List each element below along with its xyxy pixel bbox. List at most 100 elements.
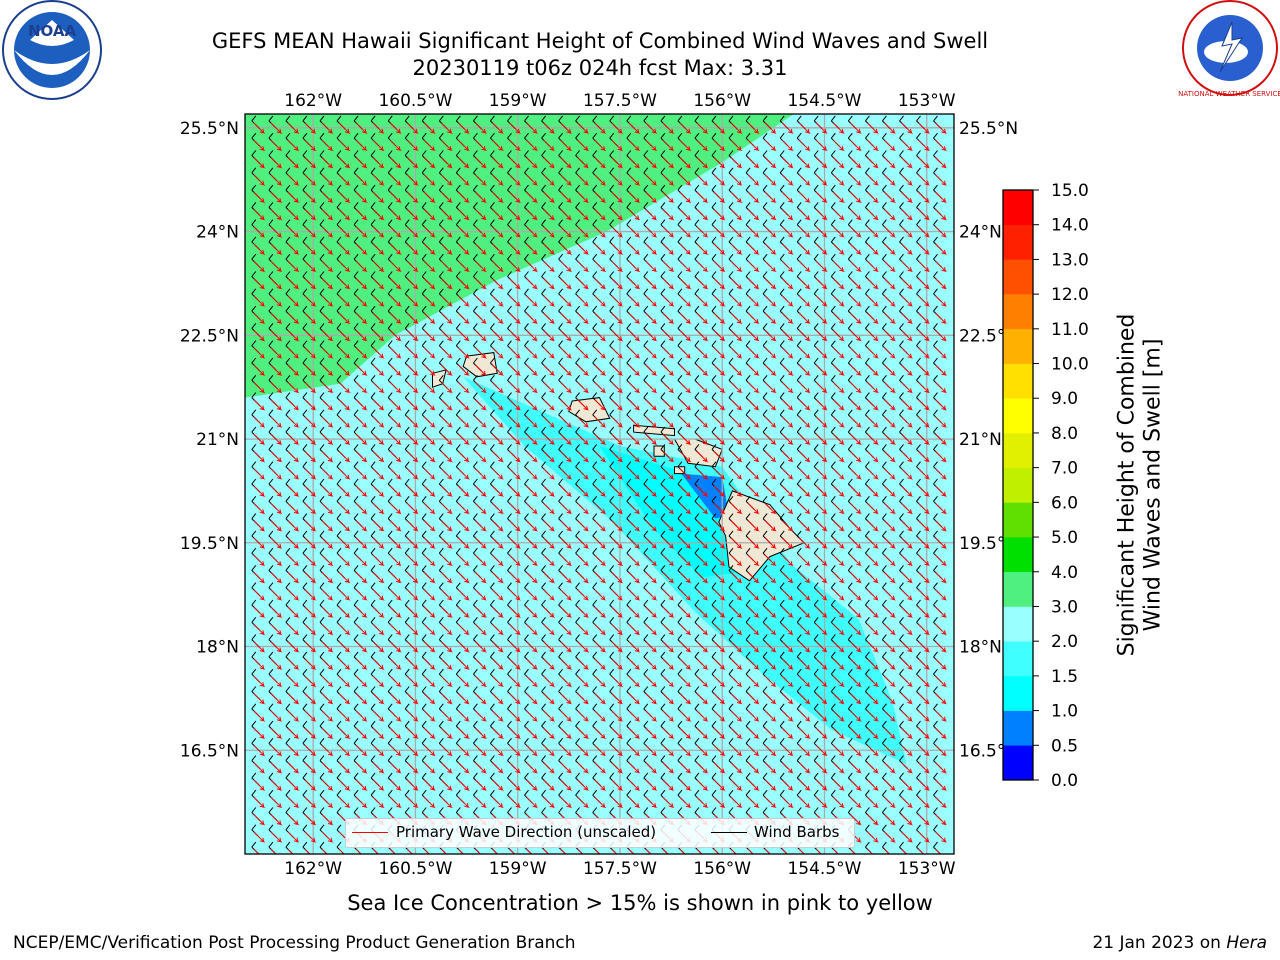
wave-direction-arrow (509, 727, 522, 740)
wave-direction-arrow (475, 330, 488, 342)
wave-direction-arrow (253, 796, 266, 809)
wave-direction-arrow (560, 243, 573, 255)
wave-direction-arrow (543, 399, 556, 411)
wave-direction-arrow (509, 278, 522, 290)
wave-direction-arrow (372, 433, 385, 446)
wave-direction-arrow (338, 122, 351, 134)
wave-direction-arrow (253, 174, 266, 186)
wave-direction-arrow (372, 191, 385, 204)
wave-direction-arrow (389, 693, 402, 705)
wave-direction-arrow (321, 174, 334, 186)
wave-direction-arrow (440, 606, 453, 618)
wave-direction-arrow (406, 675, 419, 688)
wave-direction-arrow (389, 226, 402, 238)
wave-direction-arrow (372, 364, 385, 376)
wave-direction-arrow (543, 572, 556, 584)
legend-barb-label: Wind Barbs (754, 823, 840, 841)
wave-direction-arrow (304, 537, 317, 549)
wave-direction-arrow (492, 641, 505, 653)
wave-direction-arrow (526, 433, 539, 446)
wave-direction-arrow (338, 312, 351, 325)
wave-direction-arrow (304, 658, 317, 670)
wave-direction-arrow (270, 814, 283, 826)
wave-direction-arrow (270, 278, 283, 290)
wave-direction-arrow (543, 520, 556, 532)
noaa-logo: NOAA (2, 0, 102, 100)
wave-direction-arrow (526, 537, 539, 549)
wave-direction-arrow (338, 191, 351, 204)
wave-direction-arrow (338, 796, 351, 809)
wave-direction-arrow (338, 347, 351, 359)
wave-direction-arrow (475, 364, 488, 376)
chart-subtitle: 20230119 t06z 024h fcst Max: 3.31 (412, 56, 788, 80)
wave-direction-arrow (321, 520, 334, 532)
wave-direction-arrow (526, 451, 539, 463)
wave-direction-arrow (287, 122, 300, 134)
wave-direction-arrow (509, 848, 516, 854)
wave-direction-arrow (543, 260, 556, 273)
wave-direction-arrow (372, 675, 385, 688)
wave-direction-arrow (321, 312, 334, 325)
wave-direction-arrow (270, 347, 283, 359)
wave-direction-arrow (492, 606, 505, 618)
wave-direction-arrow (509, 312, 522, 325)
wave-direction-arrow (492, 796, 505, 809)
wave-direction-arrow (423, 347, 436, 359)
wave-direction-arrow (304, 572, 317, 584)
wave-direction-arrow (304, 710, 317, 722)
wave-direction-arrow (270, 364, 283, 376)
colorbar-label-line1: Significant Height of Combined (1114, 313, 1140, 657)
wave-direction-arrow (304, 433, 317, 446)
wave-direction-arrow (253, 433, 266, 446)
wave-direction-arrow (338, 693, 351, 705)
wave-direction-arrow (526, 502, 539, 515)
wave-direction-arrow (509, 174, 522, 186)
wave-direction-arrow (440, 727, 453, 740)
wave-direction-arrow (253, 312, 266, 325)
noaa-logo-text: NOAA (28, 22, 77, 40)
colorbar-segment (1003, 537, 1033, 573)
wave-direction-arrow (372, 278, 385, 290)
wave-direction-arrow (406, 623, 419, 636)
wave-field-0p5-1m (681, 473, 729, 519)
wave-direction-arrow (355, 658, 368, 670)
wave-direction-arrow (253, 623, 266, 636)
wave-direction-arrow (304, 399, 317, 411)
wave-direction-arrow (253, 520, 266, 532)
colorbar-tick-label: 10.0 (1051, 355, 1089, 375)
wave-direction-arrow (287, 848, 294, 854)
wave-direction-arrow (338, 451, 351, 463)
wave-direction-arrow (389, 364, 402, 376)
wave-direction-arrow (287, 312, 300, 325)
wave-direction-arrow (543, 174, 556, 186)
colorbar-tick-label: 5.0 (1051, 528, 1078, 548)
island-molokai (633, 424, 675, 437)
wave-direction-arrow (543, 502, 556, 515)
wave-direction-arrow (321, 848, 328, 854)
wave-direction-arrow (355, 693, 368, 705)
wave-direction-arrow (287, 209, 300, 221)
wave-direction-arrow (321, 554, 334, 567)
wave-direction-arrow (475, 485, 488, 497)
wave-direction-arrow (543, 485, 556, 497)
wave-direction-arrow (338, 226, 351, 238)
wave-direction-arrow (355, 606, 368, 618)
wave-direction-arrow (270, 606, 283, 618)
wave-direction-arrow (406, 139, 419, 152)
wave-direction-arrow (372, 779, 385, 791)
wave-direction-arrow (355, 451, 368, 463)
footer-right: 21 Jan 2023 on Hera (1092, 933, 1267, 953)
wave-direction-arrow (457, 295, 470, 307)
wave-direction-arrow (389, 139, 402, 152)
wave-direction-arrow (457, 693, 470, 705)
wave-direction-arrow (423, 139, 436, 152)
wave-direction-arrow (475, 312, 488, 325)
wave-direction-arrow (406, 226, 419, 238)
wave-direction-arrow (457, 537, 470, 549)
wave-direction-arrow (253, 848, 260, 854)
wave-direction-arrow (526, 174, 539, 186)
wave-direction-arrow (372, 623, 385, 636)
wave-direction-arrow (304, 295, 317, 307)
wave-direction-arrow (321, 330, 334, 342)
wave-direction-arrow (321, 433, 334, 446)
